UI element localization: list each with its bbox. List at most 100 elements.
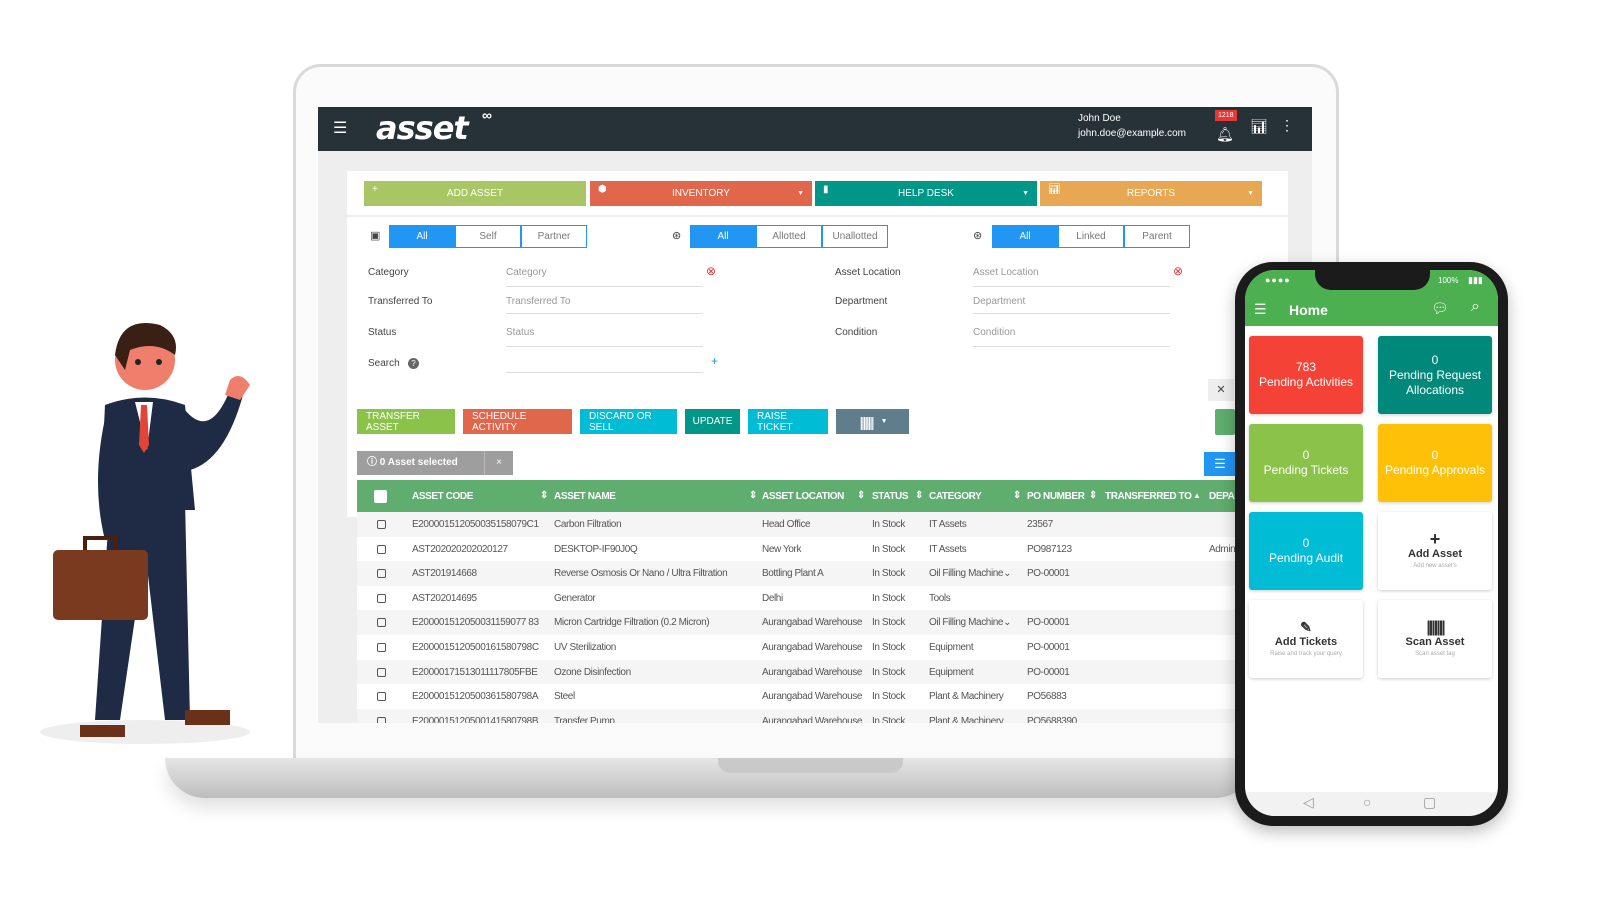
- col-asset-location[interactable]: ASSET LOCATION: [762, 491, 844, 502]
- col-status[interactable]: STATUS: [872, 491, 909, 502]
- table-row[interactable]: E200001512050031159077 83 Micron Cartridg…: [357, 610, 1312, 635]
- segment-all[interactable]: All: [389, 225, 455, 248]
- tile-pending-tickets[interactable]: 0 Pending Tickets: [1249, 424, 1363, 502]
- asset-location-label: Asset Location: [835, 267, 901, 278]
- table-row[interactable]: AST202014695 Generator Delhi In Stock Tools: [357, 585, 1312, 611]
- raise-ticket-button[interactable]: RAISE TICKET: [748, 409, 828, 434]
- help-desk-button[interactable]: ▮ HELP DESK ▼: [815, 181, 1037, 206]
- bell-icon[interactable]: 🔔︎: [1216, 126, 1234, 142]
- menu-icon[interactable]: ☰: [333, 120, 348, 137]
- segment-linked[interactable]: Linked: [1058, 225, 1124, 248]
- select-all-checkbox[interactable]: [374, 490, 387, 503]
- table-cell: IT Assets: [929, 519, 967, 530]
- list-view-button[interactable]: ☰: [1204, 452, 1236, 476]
- row-checkbox[interactable]: [377, 692, 386, 702]
- schedule-activity-button[interactable]: SCHEDULE ACTIVITY: [463, 409, 572, 434]
- table-cell: In Stock: [872, 543, 905, 555]
- inventory-button[interactable]: ⬢ INVENTORY ▼: [590, 181, 812, 206]
- segment-allotted[interactable]: Allotted: [756, 225, 822, 248]
- table-cell: In Stock: [872, 617, 905, 629]
- row-checkbox[interactable]: [377, 520, 386, 529]
- row-checkbox[interactable]: [377, 544, 386, 554]
- tile-add-tickets[interactable]: ✎ Add Tickets Raise and track your query: [1249, 600, 1363, 678]
- clear-icon[interactable]: ⊗: [706, 264, 717, 278]
- discard-or-sell-button[interactable]: DISCARD OR SELL: [580, 409, 677, 434]
- table-cell: 23567: [1027, 519, 1053, 530]
- category-input[interactable]: Category: [506, 265, 703, 287]
- row-checkbox[interactable]: [377, 667, 386, 677]
- row-checkbox[interactable]: [377, 643, 386, 652]
- close-icon[interactable]: ✕: [1208, 379, 1234, 401]
- condition-select[interactable]: Condition: [973, 325, 1170, 347]
- table-row[interactable]: E20000171513011117805FBE Ozone Disinfecti…: [357, 659, 1312, 685]
- row-checkbox[interactable]: [377, 593, 386, 603]
- column-toggle-button[interactable]: [1215, 409, 1235, 435]
- barcode-icon: |||||||: [1426, 618, 1445, 636]
- tile-scan-asset[interactable]: ||||||| Scan Asset Scan asset tag: [1378, 600, 1492, 678]
- row-checkbox[interactable]: [377, 716, 386, 723]
- col-po-number[interactable]: PO NUMBER: [1027, 491, 1085, 502]
- segment-all[interactable]: All: [992, 225, 1058, 248]
- table-cell: Tools: [929, 592, 951, 604]
- table-row[interactable]: E200001512050035158079C1 Carbon Filtratio…: [357, 512, 1312, 537]
- table-cell: In Stock: [872, 666, 905, 678]
- tile-pending-activities[interactable]: 783 Pending Activities: [1249, 336, 1363, 414]
- col-transferred-to[interactable]: TRANSFERRED TO: [1105, 491, 1192, 502]
- table-row[interactable]: AST201914668 Reverse Osmosis Or Nano / Ul…: [357, 561, 1312, 586]
- home-icon[interactable]: ○: [1363, 794, 1372, 810]
- help-icon[interactable]: ?: [408, 358, 419, 369]
- table-row[interactable]: E2000015120500141580798B Transfer Pump Aur…: [357, 708, 1312, 723]
- signal-icon: ●●●●: [1265, 275, 1291, 285]
- bar-chart-icon[interactable]: 📊︎: [1250, 118, 1268, 134]
- table-cell: Carbon Filtration: [554, 519, 622, 530]
- transfer-asset-button[interactable]: TRANSFER ASSET: [357, 409, 455, 434]
- update-button[interactable]: UPDATE: [685, 409, 740, 434]
- back-icon[interactable]: ◁: [1303, 794, 1314, 810]
- barcode-dropdown-button[interactable]: |||||||| ▼: [836, 409, 909, 434]
- allotment-filter-icon: ⊛: [672, 230, 682, 242]
- asset-location-input[interactable]: Asset Location: [973, 265, 1170, 287]
- table-row[interactable]: E2000015120500161580798C UV Sterilization…: [357, 635, 1312, 660]
- search-icon[interactable]: ⌕: [1471, 298, 1480, 315]
- department-select[interactable]: Department: [973, 294, 1170, 314]
- tile-add-asset[interactable]: + Add Asset Add new asset's: [1378, 512, 1492, 590]
- tile-pending-approvals[interactable]: 0 Pending Approvals: [1378, 424, 1492, 502]
- table-cell: E2000015120500361580798A: [412, 691, 539, 703]
- clear-selection-button[interactable]: ×: [484, 451, 513, 475]
- selection-chip: ⓘ 0 Asset selected ×: [357, 451, 513, 475]
- segment-parent[interactable]: Parent: [1124, 225, 1190, 248]
- tile-pending-request-allocations[interactable]: 0 Pending Request Allocations: [1378, 336, 1492, 414]
- status-select[interactable]: Status: [506, 325, 703, 347]
- clear-icon[interactable]: ⊗: [1173, 264, 1184, 278]
- menu-icon[interactable]: ☰: [1254, 301, 1267, 317]
- segment-unallotted[interactable]: Unallotted: [822, 225, 888, 248]
- row-checkbox[interactable]: [377, 569, 386, 579]
- row-checkbox[interactable]: [377, 618, 386, 628]
- table-cell: Aurangabad Warehouse: [762, 666, 863, 678]
- table-row[interactable]: AST202020202020127 DESKTOP-IF90J0Q New Yor…: [357, 536, 1312, 562]
- table-cell: Plant & Machinery: [929, 691, 1004, 703]
- more-vertical-icon[interactable]: ⋮: [1280, 117, 1294, 133]
- search-input[interactable]: [506, 351, 703, 373]
- reports-button[interactable]: 📊︎ REPORTS ▼: [1040, 181, 1262, 206]
- chat-icon[interactable]: 💬︎: [1431, 300, 1449, 316]
- mobile-header: ●●●● 100% ▮▮▮ ☰ Home 💬︎ ⌕: [1245, 270, 1498, 326]
- add-icon[interactable]: +: [711, 354, 719, 368]
- recent-apps-icon[interactable]: ▢: [1423, 794, 1437, 810]
- segment-all[interactable]: All: [690, 225, 756, 248]
- sort-asc-icon: ▲: [1193, 491, 1201, 500]
- tile-pending-audit[interactable]: 0 Pending Audit: [1249, 512, 1363, 590]
- table-cell: IT Assets: [929, 543, 967, 555]
- segment-partner[interactable]: Partner: [521, 225, 587, 248]
- add-asset-button[interactable]: + ADD ASSET: [364, 181, 586, 206]
- col-asset-code[interactable]: ASSET CODE: [412, 491, 474, 502]
- table-cell: E200001512050035158079C1: [412, 519, 539, 530]
- col-category[interactable]: CATEGORY: [929, 491, 982, 502]
- table-cell: E2000015120500161580798C: [412, 642, 539, 653]
- table-cell: UV Sterilization: [554, 642, 616, 653]
- segment-self[interactable]: Self: [455, 225, 521, 248]
- col-asset-name[interactable]: ASSET NAME: [554, 491, 616, 502]
- table-row[interactable]: E2000015120500361580798A Steel Aurangabad …: [357, 684, 1312, 709]
- android-nav-bar: ◁ ○ ▢: [1245, 792, 1498, 816]
- transferred-to-select[interactable]: Transferred To: [506, 294, 703, 314]
